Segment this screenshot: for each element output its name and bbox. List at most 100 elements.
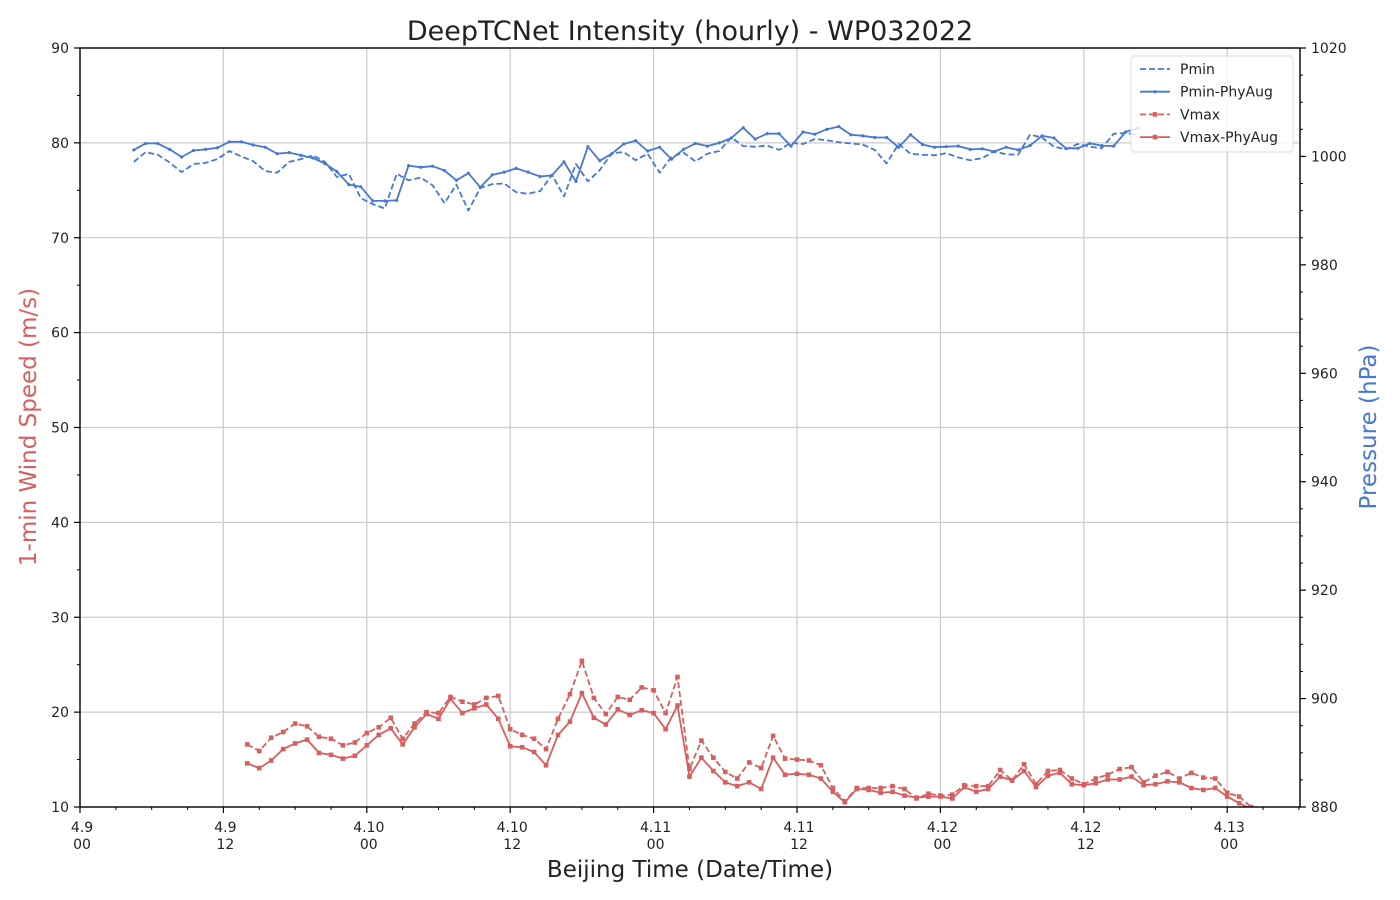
data-point (985, 783, 991, 789)
data-point (376, 732, 382, 738)
data-point (304, 737, 310, 742)
data-point (765, 132, 769, 136)
data-point (388, 715, 393, 721)
x-tick-label: 4.10 (497, 820, 528, 836)
data-point (603, 711, 609, 717)
data-point (472, 706, 477, 711)
data-point (866, 787, 871, 793)
data-point (280, 729, 286, 735)
data-point (746, 760, 752, 765)
data-point (203, 147, 208, 151)
right-y-axis-label: Pressure (hPa) (1356, 345, 1382, 510)
data-point (825, 127, 829, 131)
data-point (1224, 790, 1230, 796)
data-point (806, 758, 812, 763)
data-point (1105, 772, 1110, 778)
data-point (687, 774, 692, 779)
data-point (132, 148, 136, 152)
data-point (663, 726, 668, 732)
data-point (890, 783, 895, 789)
data-point (1141, 782, 1146, 788)
x-tick-label: 4.12 (927, 820, 958, 836)
data-point (245, 761, 250, 766)
data-point (316, 750, 322, 756)
data-point (507, 743, 513, 749)
data-point (627, 697, 632, 703)
data-point (1224, 794, 1230, 799)
data-point (448, 696, 453, 702)
x-tick-label: 4.12 (1070, 820, 1101, 836)
data-point (1201, 775, 1206, 780)
data-point (782, 756, 788, 761)
data-point (144, 141, 148, 146)
data-point (567, 719, 573, 724)
x-tick-label: 12 (1077, 837, 1095, 853)
data-point (383, 199, 387, 203)
legend-label: Pmin (1180, 62, 1215, 78)
data-point (830, 785, 836, 791)
legend-item: Vmax-PhyAug (1140, 130, 1278, 146)
data-point (567, 691, 573, 697)
x-tick-label: 4.9 (71, 820, 93, 836)
legend-label: Vmax (1180, 107, 1220, 123)
data-point (830, 789, 836, 795)
data-point (693, 141, 698, 146)
data-point (997, 774, 1003, 779)
series-pmin-phyaug (132, 125, 1140, 203)
data-point (1141, 780, 1146, 785)
data-point (729, 136, 733, 140)
data-point (256, 748, 262, 754)
data-point (490, 173, 494, 177)
data-point (245, 742, 250, 747)
plot-frame (79, 47, 1301, 808)
data-point (968, 147, 972, 151)
data-point (1212, 776, 1218, 781)
data-point (962, 784, 967, 790)
data-point (723, 780, 728, 785)
data-point (651, 688, 656, 693)
series-layer (132, 125, 1254, 807)
data-point (268, 758, 274, 763)
data-point (758, 765, 764, 771)
data-point (495, 693, 501, 699)
data-point (896, 145, 901, 149)
data-point (950, 796, 955, 801)
data-point (885, 135, 889, 140)
data-point (526, 170, 530, 174)
data-point (1009, 778, 1015, 783)
data-point (292, 721, 298, 726)
left-y-tick-label: 90 (51, 41, 69, 57)
data-point (627, 712, 632, 718)
data-point (1021, 762, 1027, 767)
data-point (1201, 787, 1206, 793)
data-point (364, 743, 370, 748)
data-point (550, 173, 554, 178)
data-point (920, 142, 925, 147)
data-point (562, 160, 566, 164)
data-point (555, 732, 561, 738)
left-y-tick-label: 50 (51, 421, 69, 437)
data-point (371, 199, 375, 203)
data-point (1177, 780, 1182, 785)
data-point (849, 133, 853, 137)
x-tick-label: 00 (1220, 837, 1238, 853)
right-y-tick-label: 880 (1311, 800, 1338, 816)
left-y-axis-label: 1-min Wind Speed (m/s) (16, 288, 42, 566)
x-tick-label: 00 (360, 837, 378, 853)
data-point (699, 738, 704, 743)
data-point (538, 174, 542, 179)
data-point (454, 178, 459, 182)
data-point (1057, 770, 1063, 776)
data-point (861, 134, 865, 138)
data-point (484, 695, 489, 701)
data-point (1105, 777, 1110, 782)
data-point (519, 732, 525, 738)
data-point (591, 695, 597, 701)
data-point (1069, 776, 1075, 781)
left-y-tick-label: 10 (51, 800, 69, 816)
data-point (878, 790, 883, 796)
data-point (705, 144, 709, 148)
data-point (472, 702, 477, 707)
data-point (734, 776, 740, 781)
